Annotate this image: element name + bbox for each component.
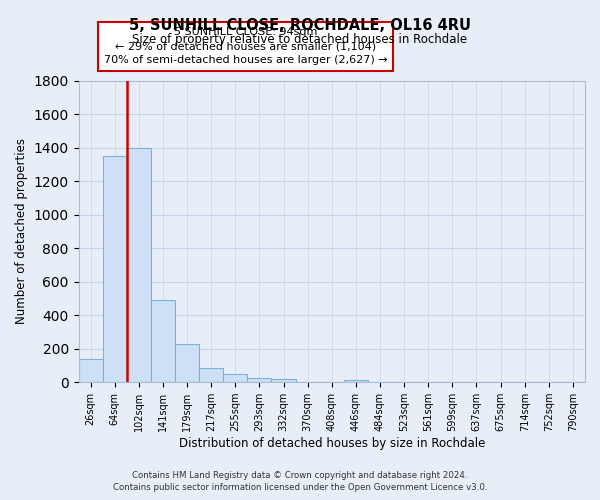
Bar	[175, 344, 199, 382]
Text: 5 SUNHILL CLOSE: 94sqm
← 29% of detached houses are smaller (1,104)
70% of semi-: 5 SUNHILL CLOSE: 94sqm ← 29% of detached…	[104, 28, 388, 66]
Bar	[271, 379, 296, 382]
Bar	[247, 378, 271, 382]
Y-axis label: Number of detached properties: Number of detached properties	[15, 138, 28, 324]
Bar	[344, 380, 368, 382]
Bar	[199, 368, 223, 382]
Text: Contains HM Land Registry data © Crown copyright and database right 2024.: Contains HM Land Registry data © Crown c…	[132, 471, 468, 480]
Bar	[151, 300, 175, 382]
Text: Size of property relative to detached houses in Rochdale: Size of property relative to detached ho…	[133, 32, 467, 46]
Bar	[223, 374, 247, 382]
Bar	[103, 156, 127, 382]
Text: 5, SUNHILL CLOSE, ROCHDALE, OL16 4RU: 5, SUNHILL CLOSE, ROCHDALE, OL16 4RU	[129, 18, 471, 32]
X-axis label: Distribution of detached houses by size in Rochdale: Distribution of detached houses by size …	[179, 437, 485, 450]
Text: Contains public sector information licensed under the Open Government Licence v3: Contains public sector information licen…	[113, 484, 487, 492]
Bar	[127, 148, 151, 382]
Bar	[79, 359, 103, 382]
